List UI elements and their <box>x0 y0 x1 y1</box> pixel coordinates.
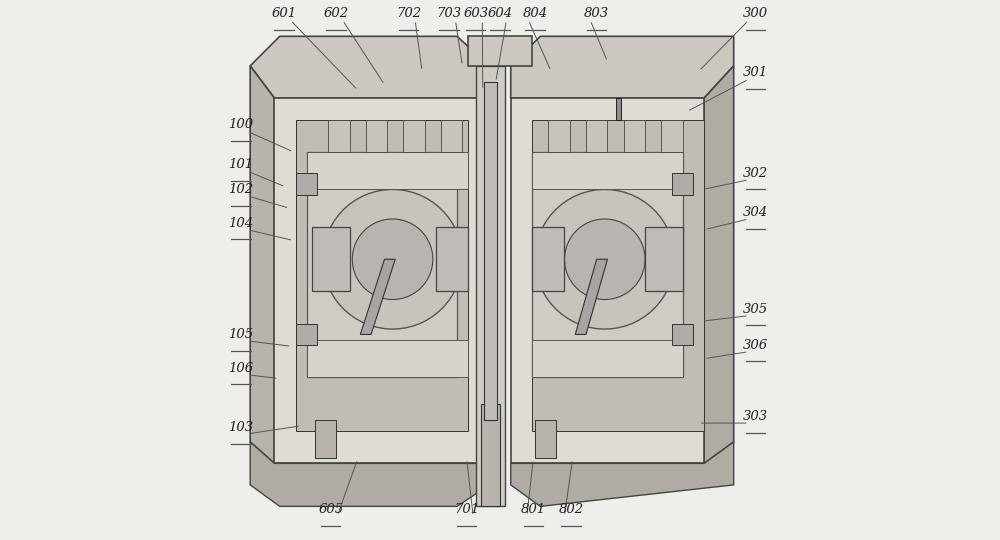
Text: 106: 106 <box>228 362 254 375</box>
Text: 105: 105 <box>228 328 254 341</box>
Text: 703: 703 <box>436 7 462 20</box>
Text: 603: 603 <box>463 7 488 20</box>
Polygon shape <box>565 219 645 300</box>
Polygon shape <box>511 98 704 463</box>
Polygon shape <box>586 119 607 152</box>
Polygon shape <box>532 227 564 292</box>
Polygon shape <box>532 152 683 190</box>
Text: 101: 101 <box>228 158 254 171</box>
Polygon shape <box>307 152 457 377</box>
Polygon shape <box>532 152 683 377</box>
Text: 104: 104 <box>228 217 254 230</box>
Text: 102: 102 <box>228 183 254 196</box>
Text: 804: 804 <box>522 7 547 20</box>
Polygon shape <box>511 36 734 98</box>
Polygon shape <box>468 36 532 66</box>
Text: 103: 103 <box>228 421 254 434</box>
Polygon shape <box>441 119 462 152</box>
Text: 605: 605 <box>318 503 343 516</box>
Polygon shape <box>532 119 704 431</box>
Text: 702: 702 <box>396 7 421 20</box>
Text: 305: 305 <box>743 302 768 316</box>
Text: 803: 803 <box>584 7 609 20</box>
Text: 303: 303 <box>743 410 768 423</box>
Text: 304: 304 <box>743 206 768 219</box>
Polygon shape <box>481 404 500 507</box>
Text: 601: 601 <box>271 7 297 20</box>
Text: 604: 604 <box>487 7 513 20</box>
Polygon shape <box>296 323 317 345</box>
Polygon shape <box>704 66 734 463</box>
Polygon shape <box>672 173 693 195</box>
Polygon shape <box>535 190 675 329</box>
Text: 100: 100 <box>228 118 254 131</box>
Polygon shape <box>328 119 350 152</box>
Polygon shape <box>250 66 274 463</box>
Text: 301: 301 <box>743 66 768 79</box>
Polygon shape <box>250 36 489 98</box>
Polygon shape <box>436 227 468 292</box>
Polygon shape <box>274 98 489 463</box>
Polygon shape <box>307 152 468 190</box>
Polygon shape <box>616 98 621 119</box>
Polygon shape <box>661 119 683 152</box>
Polygon shape <box>484 82 497 421</box>
Text: 306: 306 <box>743 339 768 352</box>
Polygon shape <box>548 119 570 152</box>
Polygon shape <box>476 66 505 507</box>
Text: 801: 801 <box>521 503 546 516</box>
Polygon shape <box>307 340 468 377</box>
Text: 802: 802 <box>558 503 583 516</box>
Polygon shape <box>672 323 693 345</box>
Polygon shape <box>360 259 395 334</box>
Polygon shape <box>296 119 468 431</box>
Polygon shape <box>535 421 556 458</box>
Polygon shape <box>403 119 425 152</box>
Text: 300: 300 <box>743 7 768 20</box>
Polygon shape <box>250 442 489 507</box>
Polygon shape <box>645 227 683 292</box>
Polygon shape <box>624 119 645 152</box>
Polygon shape <box>532 340 683 377</box>
Text: 701: 701 <box>454 503 479 516</box>
Polygon shape <box>366 119 387 152</box>
Polygon shape <box>315 421 336 458</box>
Polygon shape <box>312 227 350 292</box>
Polygon shape <box>296 173 317 195</box>
Polygon shape <box>352 219 433 300</box>
Polygon shape <box>511 442 734 507</box>
Text: 602: 602 <box>324 7 349 20</box>
Polygon shape <box>323 190 462 329</box>
Polygon shape <box>575 259 607 334</box>
Text: 302: 302 <box>743 167 768 180</box>
